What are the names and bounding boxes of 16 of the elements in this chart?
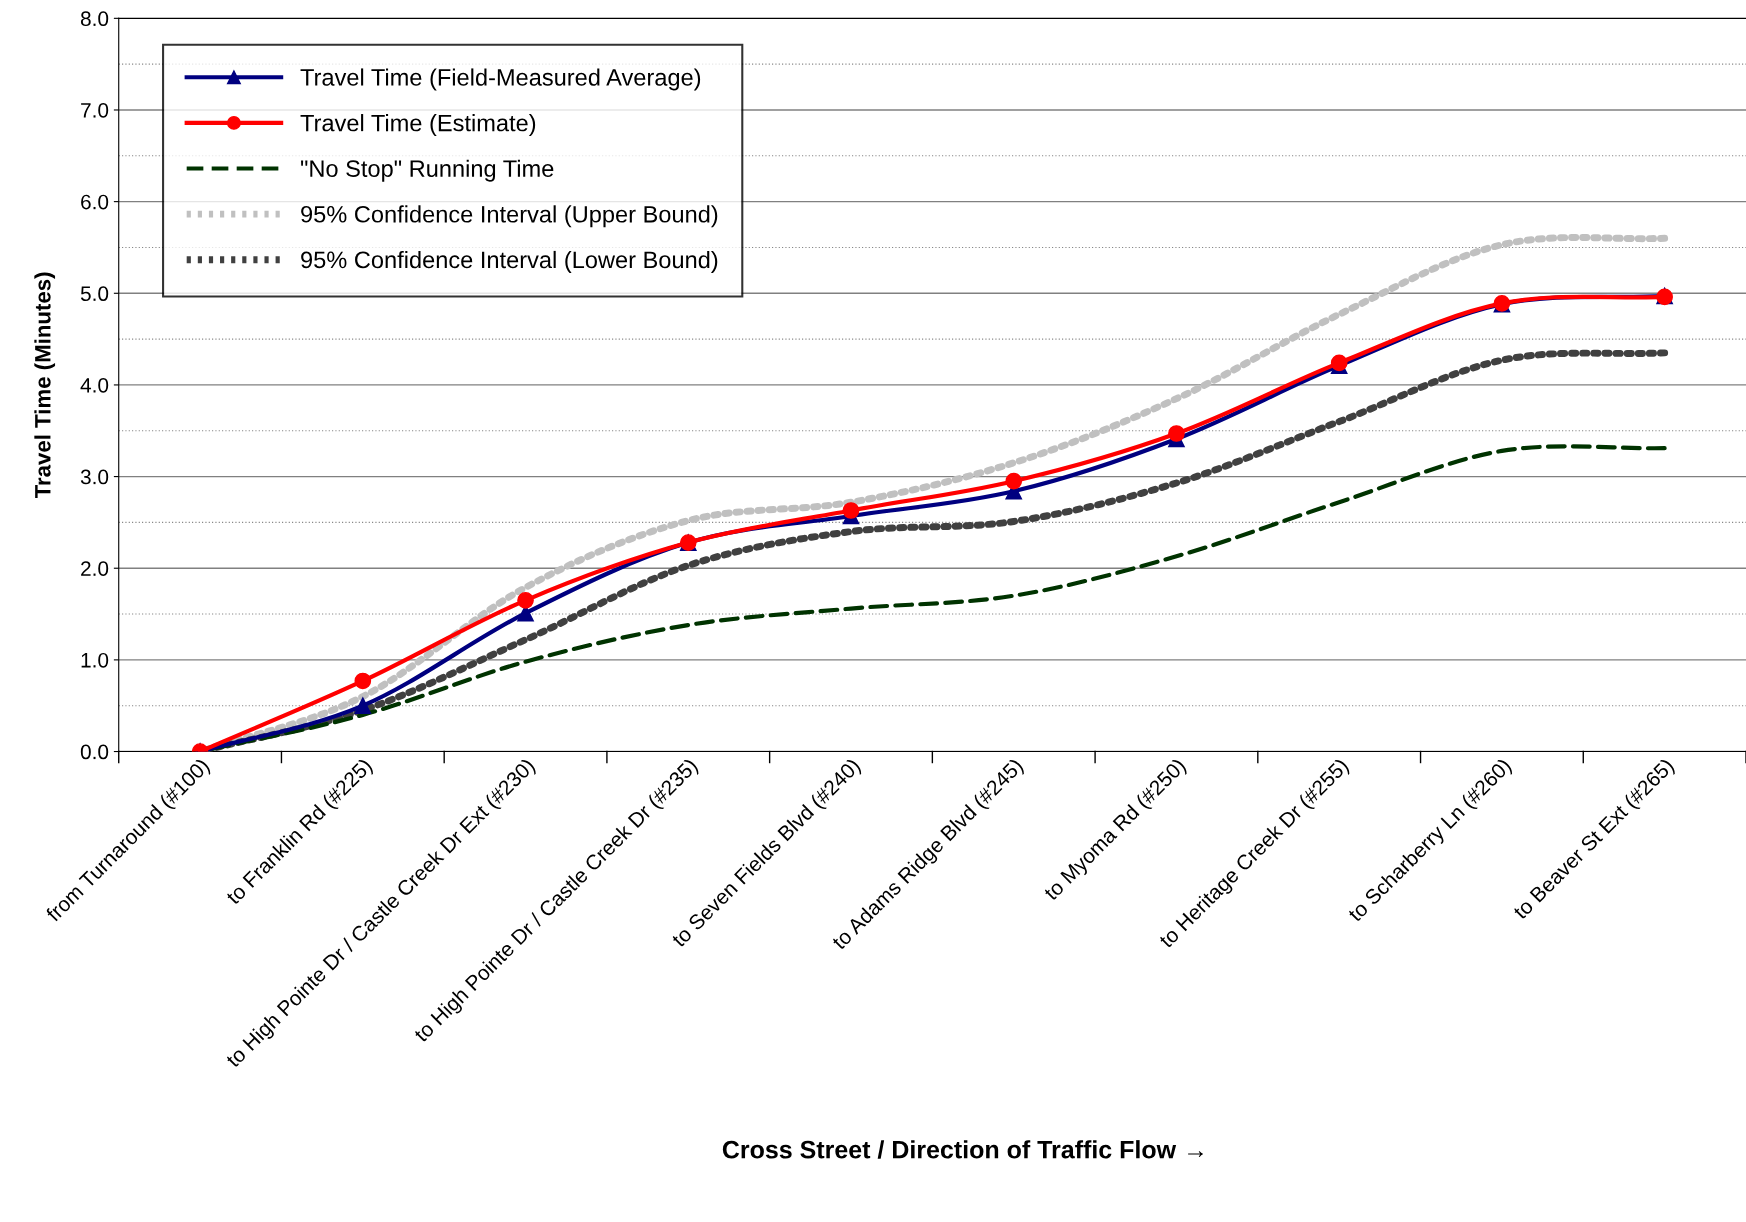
y-axis-title: Travel Time (Minutes) [34, 272, 56, 499]
legend-label: Travel Time (Estimate) [300, 114, 536, 137]
y-tick-label: 8.0 [80, 11, 109, 27]
y-tick-label: 4.0 [80, 377, 109, 393]
legend-label: 95% Confidence Interval (Lower Bound) [301, 250, 718, 273]
y-tick-label: 7.0 [81, 102, 109, 118]
legend-label: 95% Confidence Interval (Upper Bound) [301, 205, 718, 228]
y-tick-label: 0.0 [80, 744, 109, 760]
y-tick-label: 6.0 [81, 194, 109, 210]
y-tick-label: 2.0 [81, 561, 109, 576]
y-tick-label: 5.0 [80, 286, 109, 302]
y-tick-label: 1.0 [81, 652, 109, 668]
y-tick-label: 3.0 [80, 469, 109, 485]
legend-label: "No Stop" Running Time [301, 159, 554, 182]
x-axis-title: Cross Street / Direction of Traffic Flow → [722, 1140, 1203, 1159]
legend-label: Travel Time (Field-Measured Average) [300, 68, 701, 91]
